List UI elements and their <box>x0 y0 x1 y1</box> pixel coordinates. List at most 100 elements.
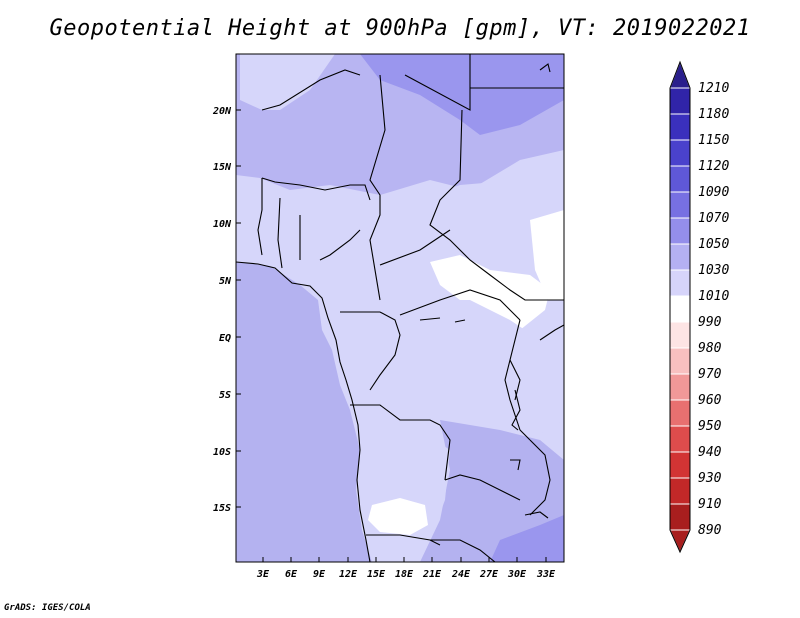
colorbar-outline <box>669 60 691 554</box>
lat-label: 15N <box>213 162 232 173</box>
colorbar-cell <box>669 295 691 323</box>
border-line <box>340 311 401 391</box>
colorbar-label: 1030 <box>698 263 729 278</box>
ocean-region <box>236 262 372 562</box>
east-low-region <box>530 210 564 300</box>
border-line <box>261 177 371 201</box>
colorbar-label: 1050 <box>698 237 729 252</box>
lat-label: 10S <box>213 447 231 458</box>
colorbar-label: 1120 <box>698 159 729 174</box>
border-line <box>429 109 564 301</box>
border-line <box>261 69 361 111</box>
border-line <box>511 389 521 431</box>
border-line <box>399 289 521 321</box>
colorbar-label: 1150 <box>698 133 729 148</box>
lat-label: 15S <box>213 503 231 514</box>
border-line <box>509 359 521 401</box>
colorbar-label: 930 <box>698 471 722 486</box>
northwest-light-region <box>240 54 335 110</box>
page-title: Geopotential Height at 900hPa [gpm], VT:… <box>49 16 751 41</box>
contour-fills <box>236 54 564 562</box>
border-line <box>539 63 551 73</box>
lat-label: 10N <box>213 219 232 230</box>
lat-label: 20N <box>212 106 232 117</box>
colorbar-cell <box>669 373 691 401</box>
lon-label: 30E <box>507 569 527 580</box>
border-line <box>419 317 466 323</box>
southeast-high-region <box>490 515 564 562</box>
northeast-high-region <box>360 54 564 135</box>
lon-label: 27E <box>479 569 499 580</box>
colorbar-cell <box>669 191 691 219</box>
colorbar-cell <box>669 503 691 531</box>
lat-label: EQ <box>219 333 231 344</box>
lon-label: 18E <box>395 569 414 580</box>
map-panel <box>235 53 565 563</box>
colorbar-label: 1090 <box>698 185 729 200</box>
colorbar-cell <box>669 347 691 375</box>
border-line <box>257 178 263 256</box>
lon-label: 24E <box>451 569 471 580</box>
border-line <box>379 229 451 266</box>
map-frame <box>235 53 565 563</box>
colorbar-label: 980 <box>698 341 722 356</box>
colorbar-cell <box>669 451 691 479</box>
sahel-light-region <box>262 160 564 275</box>
central-low-region <box>430 255 550 330</box>
border-line <box>366 534 441 546</box>
lat-label: 5S <box>219 390 231 401</box>
colorbar-label: 1070 <box>698 211 729 226</box>
colorbar-label: 970 <box>698 367 722 382</box>
colorbar-label: 1010 <box>698 289 729 304</box>
lon-label: 15E <box>367 569 386 580</box>
coastline <box>236 261 371 562</box>
border-line <box>504 319 531 441</box>
colorbar-cell <box>669 113 691 141</box>
colorbar-label: 890 <box>698 523 722 538</box>
colorbar-label: 1180 <box>698 107 729 122</box>
colorbar-label: 960 <box>698 393 722 408</box>
colorbar-label: 910 <box>698 497 722 512</box>
colorbar-cell <box>669 321 691 349</box>
longitude-axis: 3E 6E 9E 12E 15E 18E 21E 24E 27E 30E 33E <box>256 557 556 580</box>
lon-label: 6E <box>285 569 298 580</box>
border-line <box>510 459 521 471</box>
colorbar-label: 940 <box>698 445 722 460</box>
colorbar-cell <box>669 139 691 167</box>
colorbar-cell <box>669 165 691 193</box>
colorbar-cell <box>669 269 691 297</box>
lon-label: 33E <box>536 569 556 580</box>
border-line <box>319 229 361 261</box>
colorbar-cell <box>669 425 691 453</box>
colorbar-cell <box>669 217 691 245</box>
colorbar-cell <box>669 477 691 505</box>
lon-label: 9E <box>313 569 326 580</box>
border-line <box>430 539 496 562</box>
credit-label: GrADS: IGES/COLA <box>4 603 91 613</box>
colorbar-cell <box>669 243 691 271</box>
border-line <box>369 74 386 301</box>
border-line <box>444 474 521 501</box>
lon-label: 3E <box>256 569 270 580</box>
colorbar-top-arrow <box>669 60 691 89</box>
border-line <box>539 324 564 341</box>
colorbar-bottom-arrow <box>669 529 691 554</box>
border-line <box>404 54 471 111</box>
colorbar-cell <box>669 87 691 115</box>
southwest-low-region <box>368 498 428 535</box>
colorbar-cell <box>669 399 691 427</box>
southern-medium-region <box>420 420 564 562</box>
latitude-axis: 20N 15N 10N 5N EQ 5S 10S 15S <box>212 106 241 514</box>
country-borders <box>236 54 564 562</box>
border-line <box>350 404 451 481</box>
colorbar-label: 1210 <box>698 81 729 96</box>
lon-label: 21E <box>422 569 442 580</box>
lat-label: 5N <box>219 276 232 287</box>
border-line <box>524 511 549 519</box>
colorbar-legend: 1210 1180 1150 1120 1090 1070 1050 1030 … <box>669 60 729 554</box>
lon-label: 12E <box>339 569 358 580</box>
border-line <box>529 439 551 516</box>
border-line <box>277 197 283 269</box>
colorbar-label: 990 <box>698 315 722 330</box>
